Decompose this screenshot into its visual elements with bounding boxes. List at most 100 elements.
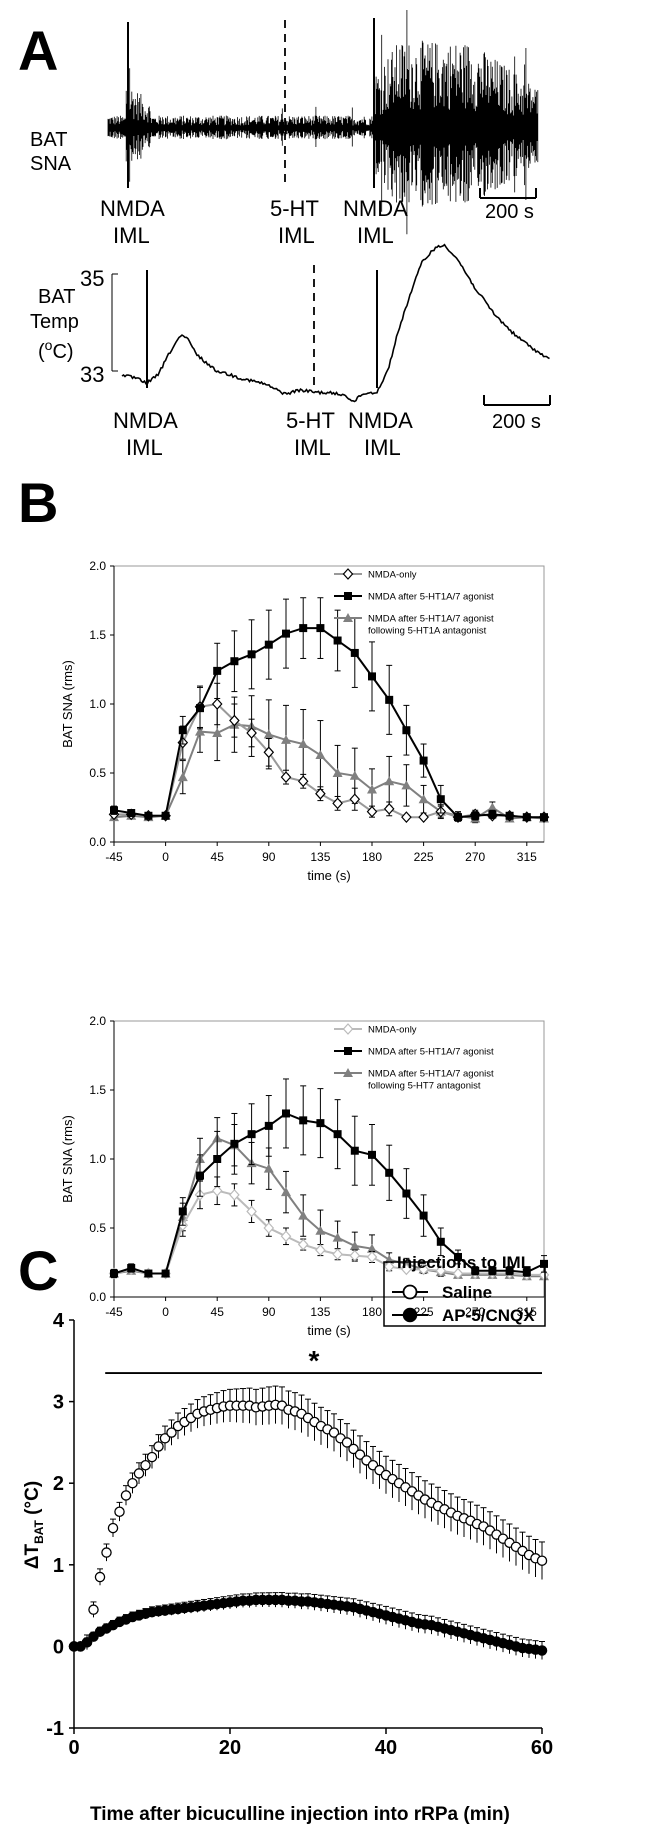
data-point xyxy=(101,1547,112,1558)
data-point xyxy=(332,1248,343,1261)
data-point xyxy=(107,1522,119,1534)
data-point xyxy=(264,1121,273,1130)
temp-nmda-label-2: NMDA xyxy=(348,408,413,433)
data-point xyxy=(195,726,205,736)
data-point xyxy=(196,1171,204,1180)
data-point xyxy=(144,1269,153,1278)
data-point xyxy=(161,811,170,820)
x-tick-label: 90 xyxy=(262,1305,276,1319)
data-point xyxy=(536,1555,548,1566)
data-point xyxy=(418,811,429,824)
data-point xyxy=(350,648,359,657)
data-point xyxy=(328,1427,340,1438)
series-line xyxy=(113,1112,545,1275)
legend-saline-marker xyxy=(402,1284,418,1300)
temp-tick-33: 33 xyxy=(80,362,104,387)
bat-temp-trace xyxy=(121,243,550,403)
legend: NMDA-only NMDA after 5-HT1A/7 agonist NMDA… xyxy=(334,568,494,637)
x-tick-label: 135 xyxy=(310,1305,330,1319)
series-line xyxy=(113,723,545,820)
legend-label: NMDA-only xyxy=(368,570,417,581)
data-point xyxy=(436,795,445,804)
data-point xyxy=(349,793,361,806)
sna-iml-label-2: IML xyxy=(278,223,315,248)
series-line xyxy=(114,702,544,819)
data-point xyxy=(213,666,222,675)
sna-iml-label-3: IML xyxy=(357,223,394,248)
x-tick-label: 0 xyxy=(162,850,169,864)
data-point xyxy=(264,640,273,649)
sna-scalebar-label: 200 s xyxy=(485,201,534,223)
x-tick-label: 315 xyxy=(517,1305,537,1319)
panel-a-letter: A xyxy=(18,19,58,82)
sna-5ht-label: 5-HT xyxy=(270,196,319,221)
data-point xyxy=(332,1232,343,1242)
sna-nmda-label-2: NMDA xyxy=(343,196,408,221)
temp-unit: (oC) xyxy=(38,337,74,363)
y-tick-label: 4 xyxy=(53,1310,65,1332)
c-xlabel: Time after bicuculline injection into rR… xyxy=(90,1804,510,1825)
data-point xyxy=(230,1139,239,1148)
data-point xyxy=(166,1427,177,1438)
data-point xyxy=(349,770,360,780)
data-point xyxy=(127,809,136,818)
temp-axis xyxy=(111,273,118,372)
data-point xyxy=(368,672,376,681)
series-2 xyxy=(109,695,549,824)
legend-ap5-label: AP-5/CNQX xyxy=(442,1306,535,1325)
y-tick-label: 2 xyxy=(53,1473,64,1495)
data-point xyxy=(349,1249,361,1262)
y-tick-label: 3 xyxy=(53,1392,64,1414)
data-point xyxy=(505,811,514,820)
data-point xyxy=(81,1637,93,1648)
data-point xyxy=(401,811,412,824)
data-point xyxy=(384,776,395,786)
data-point xyxy=(316,1119,325,1128)
data-point xyxy=(133,1468,145,1479)
data-point xyxy=(341,1437,353,1448)
data-point xyxy=(401,1263,412,1276)
legend-marker xyxy=(343,613,353,622)
data-point xyxy=(366,1251,378,1263)
y-tick-label: 1.0 xyxy=(89,697,106,711)
legend-marker xyxy=(342,1023,354,1035)
x-tick-label: 0 xyxy=(68,1737,79,1759)
data-point xyxy=(522,813,531,822)
sna-scalebar xyxy=(479,188,537,199)
y-tick-label: 0.0 xyxy=(89,835,106,849)
data-point xyxy=(299,624,308,633)
data-point xyxy=(229,714,240,727)
x-tick-label: 315 xyxy=(517,850,537,864)
temp-scalebar xyxy=(483,395,551,406)
data-point xyxy=(522,1268,531,1277)
chart-b2: 0.00.51.01.52.0-45 0 45 90 135 180 225 270 315BA… xyxy=(60,1014,550,1338)
sna-iml-label-1: IML xyxy=(113,223,150,248)
legend-label: NMDA after 5-HT1A/7 agonist xyxy=(368,1047,494,1058)
data-point xyxy=(348,1443,359,1455)
y-axis-label: BAT SNA (rms) xyxy=(60,1115,75,1203)
data-point xyxy=(229,1188,240,1201)
data-point xyxy=(452,1267,464,1280)
series-ap5-cnqx xyxy=(68,1592,548,1660)
x-tick-label: 90 xyxy=(262,850,276,864)
data-point xyxy=(332,797,343,810)
data-point xyxy=(385,1168,394,1177)
data-point xyxy=(488,1266,497,1275)
legend-saline-label: Saline xyxy=(442,1283,492,1302)
temp-label-line2: Temp xyxy=(30,311,79,333)
data-point xyxy=(368,1150,376,1159)
data-point xyxy=(140,1459,151,1471)
data-point xyxy=(211,1184,223,1197)
data-point xyxy=(263,746,275,759)
legend-label: NMDA after 5-HT1A/7 agonist following 5-H… xyxy=(368,1069,494,1092)
data-point xyxy=(144,811,153,820)
y-tick-label: -1 xyxy=(46,1718,64,1740)
temp-label-line1: BAT xyxy=(38,286,75,308)
temp-iml-label-1: IML xyxy=(126,435,163,460)
data-point xyxy=(367,1243,377,1253)
data-point xyxy=(435,1264,447,1277)
data-point xyxy=(282,1109,290,1118)
x-axis-label: time (s) xyxy=(307,868,350,883)
x-tick-label: 20 xyxy=(219,1737,241,1759)
